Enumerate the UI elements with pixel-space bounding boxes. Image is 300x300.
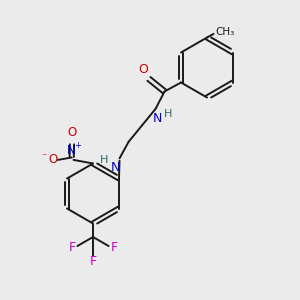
- Text: ⁻: ⁻: [42, 152, 47, 163]
- Text: CH₃: CH₃: [215, 27, 235, 37]
- Text: F: F: [68, 241, 76, 254]
- Text: O: O: [139, 63, 148, 76]
- Text: N: N: [111, 161, 121, 174]
- Text: +: +: [74, 141, 80, 150]
- Text: H: H: [164, 110, 172, 119]
- Text: F: F: [110, 241, 118, 254]
- Text: N: N: [67, 145, 76, 158]
- Text: F: F: [89, 255, 97, 268]
- Text: O: O: [48, 153, 57, 167]
- Text: H: H: [100, 155, 109, 165]
- Text: N: N: [152, 112, 162, 125]
- Text: O: O: [68, 127, 76, 140]
